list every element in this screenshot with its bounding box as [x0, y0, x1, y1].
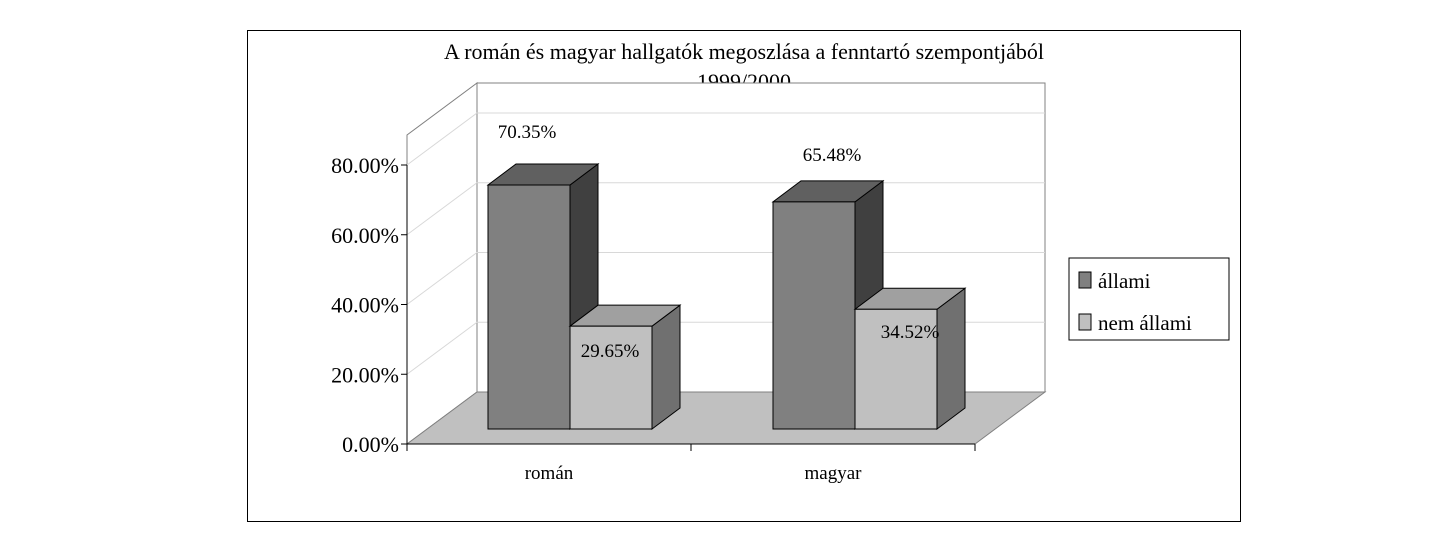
bar: [487, 184, 571, 430]
bar-side: [936, 287, 966, 430]
y-tick-label: 80.00%: [331, 153, 399, 178]
legend-label: állami: [1098, 269, 1151, 293]
chart-title-main: A román és magyar hallgatók megoszlása a…: [444, 39, 1044, 64]
legend-box: [1068, 257, 1230, 341]
x-category-label: román: [525, 463, 574, 484]
data-label: 70.35%: [498, 122, 557, 143]
data-label: 34.52%: [881, 322, 940, 343]
y-tick-label: 0.00%: [342, 432, 399, 457]
legend-swatch: [1078, 271, 1092, 289]
y-tick-label: 60.00%: [331, 223, 399, 248]
legend-swatch: [1078, 313, 1092, 331]
legend-label: nem állami: [1098, 311, 1192, 335]
data-label: 65.48%: [803, 145, 862, 166]
bar: [772, 201, 856, 430]
gridline: [406, 112, 1045, 166]
side-wall: [406, 82, 478, 445]
y-tick-label: 20.00%: [331, 362, 399, 387]
x-category-label: magyar: [805, 463, 863, 484]
data-label: 29.65%: [581, 341, 640, 362]
bar-side: [651, 304, 681, 430]
y-tick-label: 40.00%: [331, 293, 399, 318]
bar: [569, 325, 653, 430]
bar: [854, 308, 938, 430]
